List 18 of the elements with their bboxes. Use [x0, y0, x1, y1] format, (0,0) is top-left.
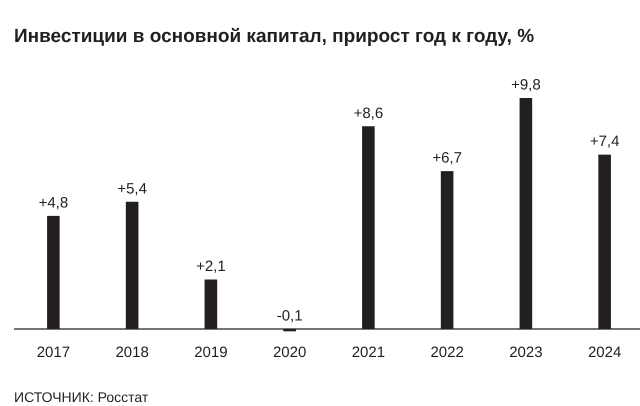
- data-label: +6,7: [432, 150, 462, 167]
- data-label: -0,1: [276, 308, 303, 325]
- data-label: +2,1: [196, 258, 226, 276]
- data-label: +9,8: [511, 76, 541, 94]
- x-tick-label: 2017: [36, 344, 70, 362]
- x-tick-label: 2023: [509, 344, 543, 362]
- data-label: +4,8: [38, 194, 68, 212]
- data-label: +5,4: [117, 180, 147, 198]
- x-tick-label: 2022: [430, 344, 464, 362]
- data-label: +7,4: [590, 133, 620, 150]
- x-tick-label: 2018: [115, 344, 149, 362]
- x-tick-label: 2024: [588, 344, 622, 362]
- text: ИСТОЧНИК: Росстат: [14, 389, 148, 405]
- x-tick-label: 2021: [352, 344, 386, 362]
- data-label: +8,6: [354, 104, 384, 122]
- x-tick-label: 2019: [194, 344, 228, 362]
- x-tick-label: 2020: [272, 344, 306, 362]
- chart-title: Инвестиции в основной капитал, прирост год к году, %: [14, 26, 534, 48]
